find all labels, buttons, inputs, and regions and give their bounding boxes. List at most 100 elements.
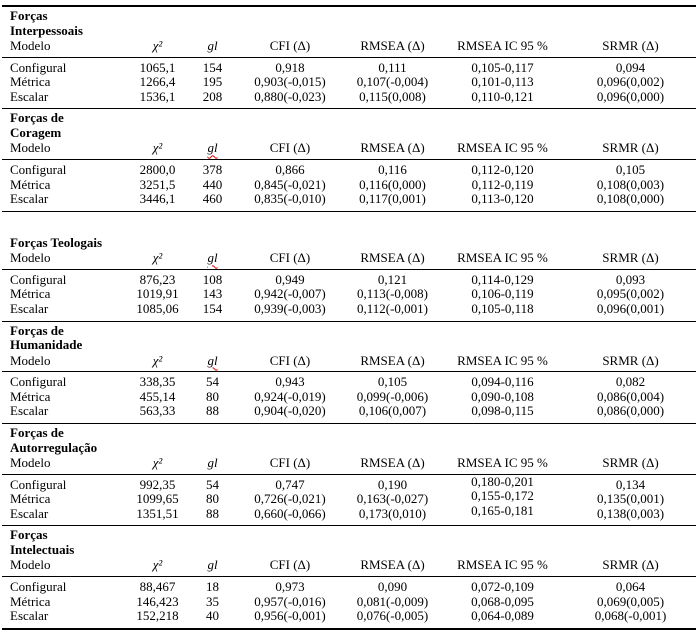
- cell-model: Escalar: [10, 608, 49, 624]
- cell-srmr: 0,095(0,002): [596, 286, 665, 302]
- col-header-srmr: SRMR (Δ): [565, 140, 696, 160]
- table-row-configural: Configural 992,35 54 0,747 0,190 0,180-0…: [2, 474, 696, 492]
- col-header-modelo: Modelo: [2, 455, 125, 475]
- cell-rmsea-ic: 0,110-0,121: [471, 88, 534, 104]
- cell-srmr: 0,068(-0,001): [594, 608, 667, 624]
- cell-gl: 195: [202, 74, 223, 90]
- cell-model: Escalar: [10, 88, 49, 104]
- table-row-escalar: Escalar 563,33 88 0,904(-0,020) 0,106(0,…: [2, 404, 696, 423]
- cell-gl: 460: [202, 191, 223, 207]
- cell-gl: 108: [202, 271, 223, 287]
- cell-chi2: 1085,06: [136, 301, 179, 317]
- section-forcas-teologais: Forças Teologais Modelo χ² gl CFI (Δ) RM…: [2, 234, 697, 322]
- section-title-row: Forças de Coragem: [2, 109, 696, 140]
- cell-cfi: 0,904(-0,020): [254, 403, 326, 419]
- cell-rmsea: 0,173(0,010): [358, 505, 427, 521]
- cell-srmr: 0,086(0,000): [596, 403, 665, 419]
- section-title: Forças de Coragem: [10, 110, 64, 140]
- col-header-cfi: CFI (Δ): [235, 250, 345, 270]
- cell-rmsea: 0,117(0,001): [359, 191, 426, 207]
- cell-model: Configural: [10, 374, 67, 390]
- table-row-escalar: Escalar 1085,06 154 0,939(-0,003) 0,112(…: [2, 301, 696, 321]
- section-forcas-de-autorregulacao: Forças de Autorregulação Modelo χ² gl CF…: [2, 424, 697, 527]
- cell-rmsea-ic: 0,068-0,095: [471, 593, 534, 609]
- cell-gl: 54: [206, 476, 219, 492]
- cell-rmsea: 0,081(-0,009): [356, 593, 429, 609]
- table-row-metrica: Métrica 3251,5 440 0,845(-0,021) 0,116(0…: [2, 176, 696, 193]
- cell-gl: 35: [206, 593, 219, 609]
- column-header-row: Modelo χ² gl CFI (Δ) RMSEA (Δ) RMSEA IC …: [2, 38, 697, 58]
- col-header-gl: gl: [190, 38, 235, 58]
- section-title-row: Forças de Humanidade: [2, 322, 696, 353]
- table-row-configural: Configural 1065,1 154 0,918 0,111 0,105-…: [2, 57, 696, 75]
- cell-rmsea-ic: 0,072-0,109: [471, 578, 534, 594]
- cell-srmr: 0,108(0,000): [596, 191, 665, 207]
- column-header-row: Modelo χ² gl CFI (Δ) RMSEA (Δ) RMSEA IC …: [2, 455, 697, 475]
- cell-rmsea-ic: 0,101-0,113: [471, 74, 534, 90]
- cell-gl: 88: [206, 505, 219, 521]
- cell-srmr: 0,096(0,002): [596, 74, 665, 90]
- col-header-rmsea: RMSEA (Δ): [345, 557, 440, 577]
- cell-gl: 208: [202, 88, 223, 104]
- cell-chi2: 88,467: [139, 578, 176, 594]
- cell-rmsea-ic: 0,180-0,201: [471, 473, 534, 489]
- section-forcas-de-humanidade: Forças de Humanidade Modelo χ² gl CFI (Δ…: [2, 322, 697, 424]
- col-header-modelo: Modelo: [2, 38, 125, 58]
- col-header-cfi: CFI (Δ): [235, 352, 345, 373]
- table-row-escalar: Escalar 152,218 40 0,956(-0,001) 0,076(-…: [2, 609, 696, 629]
- cell-cfi: 0,939(-0,003): [254, 301, 326, 317]
- col-header-srmr: SRMR (Δ): [565, 557, 697, 577]
- cell-srmr: 0,138(0,003): [596, 505, 665, 521]
- cell-rmsea-ic: 0,165-0,181: [471, 502, 534, 518]
- section-title: Forças de Autorregulação: [10, 425, 98, 455]
- col-header-modelo: Modelo: [2, 557, 125, 577]
- cell-model: Configural: [10, 59, 67, 75]
- cell-rmsea: 0,112(-0,001): [356, 301, 428, 317]
- cell-model: Escalar: [10, 505, 49, 521]
- cell-model: Métrica: [10, 491, 51, 507]
- cell-rmsea-ic: 0,114-0,129: [471, 271, 534, 287]
- col-header-chi-square: χ²: [125, 140, 190, 160]
- col-header-rmsea-ic: RMSEA IC 95 %: [440, 352, 565, 373]
- cell-model: Métrica: [10, 74, 51, 90]
- col-header-rmsea-ic: RMSEA IC 95 %: [440, 557, 565, 577]
- cell-model: Escalar: [10, 403, 49, 419]
- col-header-modelo: Modelo: [2, 140, 125, 160]
- cell-chi2: 455,14: [139, 388, 176, 404]
- cell-gl: 154: [202, 59, 223, 75]
- cell-srmr: 0,108(0,003): [596, 176, 665, 192]
- table-row-metrica: Métrica 1019,91 143 0,942(-0,007) 0,113(…: [2, 287, 696, 302]
- cell-cfi: 0,942(-0,007): [254, 286, 326, 302]
- cell-gl: 378: [202, 161, 223, 177]
- cell-chi2: 1065,1: [139, 59, 176, 75]
- cell-cfi: 0,726(-0,021): [254, 491, 326, 507]
- col-header-chi-square: χ²: [125, 352, 190, 373]
- cell-chi2: 1536,1: [139, 88, 176, 104]
- cell-model: Métrica: [10, 388, 51, 404]
- cell-rmsea-ic: 0,105-0,117: [471, 59, 534, 75]
- cell-cfi: 0,956(-0,001): [254, 608, 326, 624]
- cell-rmsea-ic: 0,113-0,120: [471, 191, 534, 207]
- cell-chi2: 1019,91: [136, 286, 179, 302]
- cell-chi2: 152,218: [136, 608, 179, 624]
- cell-rmsea: 0,106(0,007): [358, 403, 427, 419]
- section-forcas-interpessoais: Forças Interpessoais Modelo χ² gl CFI (Δ…: [2, 5, 697, 110]
- cell-model: Métrica: [10, 593, 51, 609]
- col-header-cfi: CFI (Δ): [235, 140, 345, 160]
- cell-rmsea-ic: 0,106-0,119: [471, 286, 534, 302]
- col-header-srmr: SRMR (Δ): [565, 455, 697, 475]
- cell-cfi: 0,845(-0,021): [254, 176, 326, 192]
- cell-chi2: 3251,5: [139, 176, 176, 192]
- table-row-configural: Configural 2800,0 378 0,866 0,116 0,112-…: [2, 159, 696, 177]
- col-header-rmsea-ic: RMSEA IC 95 %: [440, 250, 565, 270]
- cell-srmr: 0,096(0,000): [596, 88, 665, 104]
- section-title: Forças Teologais: [10, 234, 103, 250]
- col-header-chi-square: χ²: [125, 557, 190, 577]
- cell-model: Escalar: [10, 191, 49, 207]
- cell-cfi: 0,835(-0,010): [254, 191, 326, 207]
- cell-rmsea-ic: 0,112-0,119: [471, 176, 534, 192]
- cell-gl: 80: [206, 491, 219, 507]
- col-header-rmsea-ic: RMSEA IC 95 %: [440, 455, 565, 475]
- cell-cfi: 0,957(-0,016): [254, 593, 326, 609]
